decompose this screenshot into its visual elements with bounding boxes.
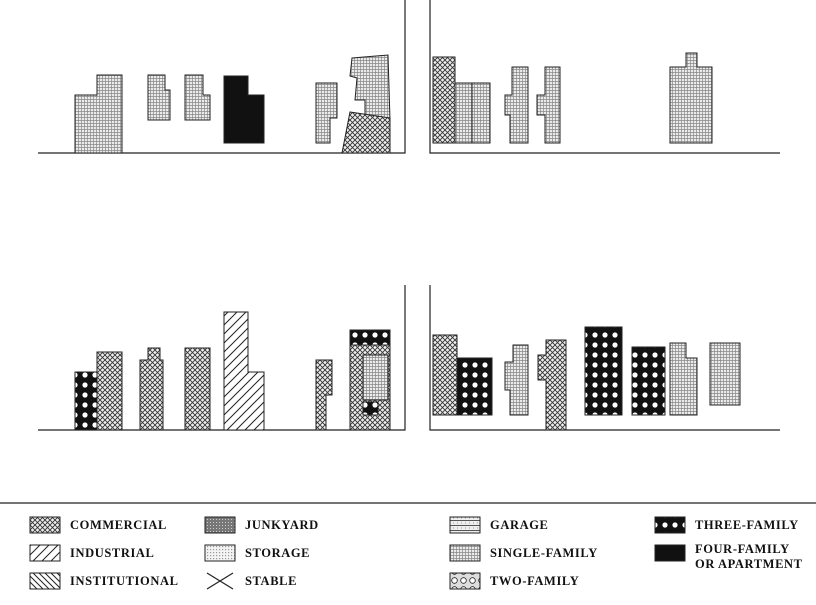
building: [504, 66, 529, 144]
building: [74, 371, 98, 431]
building: [537, 339, 567, 431]
building: [184, 74, 211, 121]
legend-label: OR APARTMENT: [695, 557, 803, 571]
top-right-buildings: [432, 52, 713, 144]
legend-label: JUNKYARD: [245, 518, 319, 532]
legend: COMMERCIAL JUNKYARD GARAGE THREE-FAMILY …: [29, 516, 803, 590]
legend-label: SINGLE-FAMILY: [490, 546, 598, 560]
bottom-right-axis: [429, 285, 780, 431]
top-left-axis: [38, 0, 406, 154]
bottom-left-buildings: [74, 311, 391, 431]
building: [669, 52, 713, 144]
building: [96, 351, 123, 431]
building: [74, 74, 123, 154]
building: [362, 401, 379, 416]
building: [432, 56, 456, 144]
legend-label: INDUSTRIAL: [70, 546, 155, 560]
legend-swatch: [206, 572, 234, 590]
legend-label: GARAGE: [490, 518, 548, 532]
building: [315, 82, 338, 144]
legend-swatch: [204, 516, 236, 534]
top-left-buildings: [74, 54, 391, 154]
building: [456, 357, 493, 416]
building: [631, 346, 666, 416]
top-right-axis: [429, 0, 780, 154]
building: [223, 311, 265, 431]
building: [669, 342, 698, 416]
building: [147, 74, 171, 121]
legend-swatch: [29, 516, 61, 534]
legend-label: INSTITUTIONAL: [70, 574, 179, 588]
legend-swatch: [654, 544, 686, 562]
legend-swatch: [204, 544, 236, 562]
building: [341, 111, 391, 154]
building: [315, 359, 333, 431]
building: [362, 354, 389, 401]
legend-swatch: [449, 544, 481, 562]
building: [184, 347, 211, 431]
legend-swatch: [654, 516, 686, 534]
building: [432, 334, 458, 416]
building: [536, 66, 561, 144]
bottom-right-buildings: [432, 326, 741, 431]
legend-label: STORAGE: [245, 546, 310, 560]
building: [709, 342, 741, 406]
legend-label: THREE-FAMILY: [695, 518, 799, 532]
building: [584, 326, 623, 416]
legend-swatch: [29, 572, 61, 590]
legend-label: COMMERCIAL: [70, 518, 167, 532]
building: [139, 347, 164, 431]
legend-swatch: [449, 572, 481, 590]
legend-label: TWO-FAMILY: [490, 574, 579, 588]
building: [223, 75, 265, 144]
legend-label: FOUR-FAMILY: [695, 542, 790, 556]
legend-swatch: [29, 544, 61, 562]
building: [349, 329, 391, 346]
legend-label: STABLE: [245, 574, 297, 588]
legend-swatch: [449, 516, 481, 534]
building: [504, 344, 529, 416]
building: [349, 54, 391, 121]
